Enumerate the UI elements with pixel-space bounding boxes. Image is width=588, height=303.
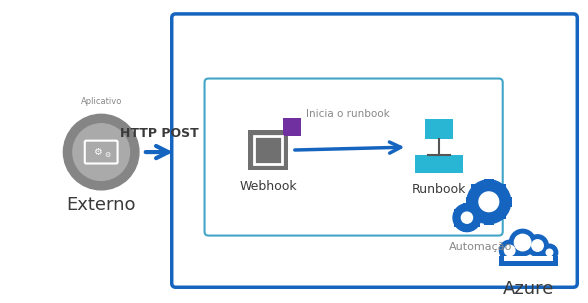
FancyBboxPatch shape	[415, 155, 441, 173]
Text: Runbook: Runbook	[412, 183, 466, 196]
FancyBboxPatch shape	[425, 119, 453, 139]
FancyBboxPatch shape	[466, 197, 476, 207]
Text: ⚙: ⚙	[93, 147, 102, 157]
FancyBboxPatch shape	[473, 220, 480, 227]
Text: ⚙: ⚙	[104, 152, 111, 158]
FancyBboxPatch shape	[248, 130, 288, 170]
FancyBboxPatch shape	[496, 184, 506, 194]
Circle shape	[540, 244, 559, 261]
FancyBboxPatch shape	[484, 179, 494, 189]
Circle shape	[531, 239, 544, 252]
Text: Externo: Externo	[66, 196, 136, 214]
FancyBboxPatch shape	[85, 141, 118, 164]
FancyBboxPatch shape	[172, 14, 577, 287]
FancyBboxPatch shape	[504, 256, 553, 261]
FancyBboxPatch shape	[254, 136, 282, 164]
Circle shape	[509, 228, 536, 256]
FancyBboxPatch shape	[473, 209, 480, 216]
Text: Inicia o runbook: Inicia o runbook	[306, 109, 389, 119]
Circle shape	[467, 180, 511, 224]
FancyBboxPatch shape	[205, 78, 503, 235]
Circle shape	[453, 204, 481, 231]
FancyBboxPatch shape	[463, 225, 470, 232]
Circle shape	[504, 245, 516, 256]
FancyBboxPatch shape	[454, 220, 461, 227]
Circle shape	[546, 248, 553, 256]
Text: Azure: Azure	[503, 280, 554, 298]
FancyBboxPatch shape	[502, 197, 512, 207]
FancyBboxPatch shape	[496, 209, 506, 219]
FancyBboxPatch shape	[471, 184, 481, 194]
Text: ⚡: ⚡	[484, 192, 496, 210]
Text: Webhook: Webhook	[239, 180, 297, 193]
FancyBboxPatch shape	[454, 209, 461, 216]
Text: HTTP POST: HTTP POST	[120, 127, 199, 140]
Text: Automação: Automação	[449, 241, 513, 251]
FancyBboxPatch shape	[437, 155, 463, 173]
Circle shape	[462, 212, 473, 223]
Text: Aplicativo: Aplicativo	[81, 97, 122, 106]
Circle shape	[73, 124, 129, 180]
FancyBboxPatch shape	[484, 215, 494, 225]
FancyBboxPatch shape	[463, 203, 470, 210]
Circle shape	[499, 240, 520, 261]
Circle shape	[514, 234, 532, 251]
FancyBboxPatch shape	[471, 209, 481, 219]
Circle shape	[479, 192, 499, 211]
Circle shape	[526, 234, 549, 257]
FancyBboxPatch shape	[283, 118, 300, 135]
FancyBboxPatch shape	[499, 256, 559, 266]
Circle shape	[64, 114, 139, 190]
